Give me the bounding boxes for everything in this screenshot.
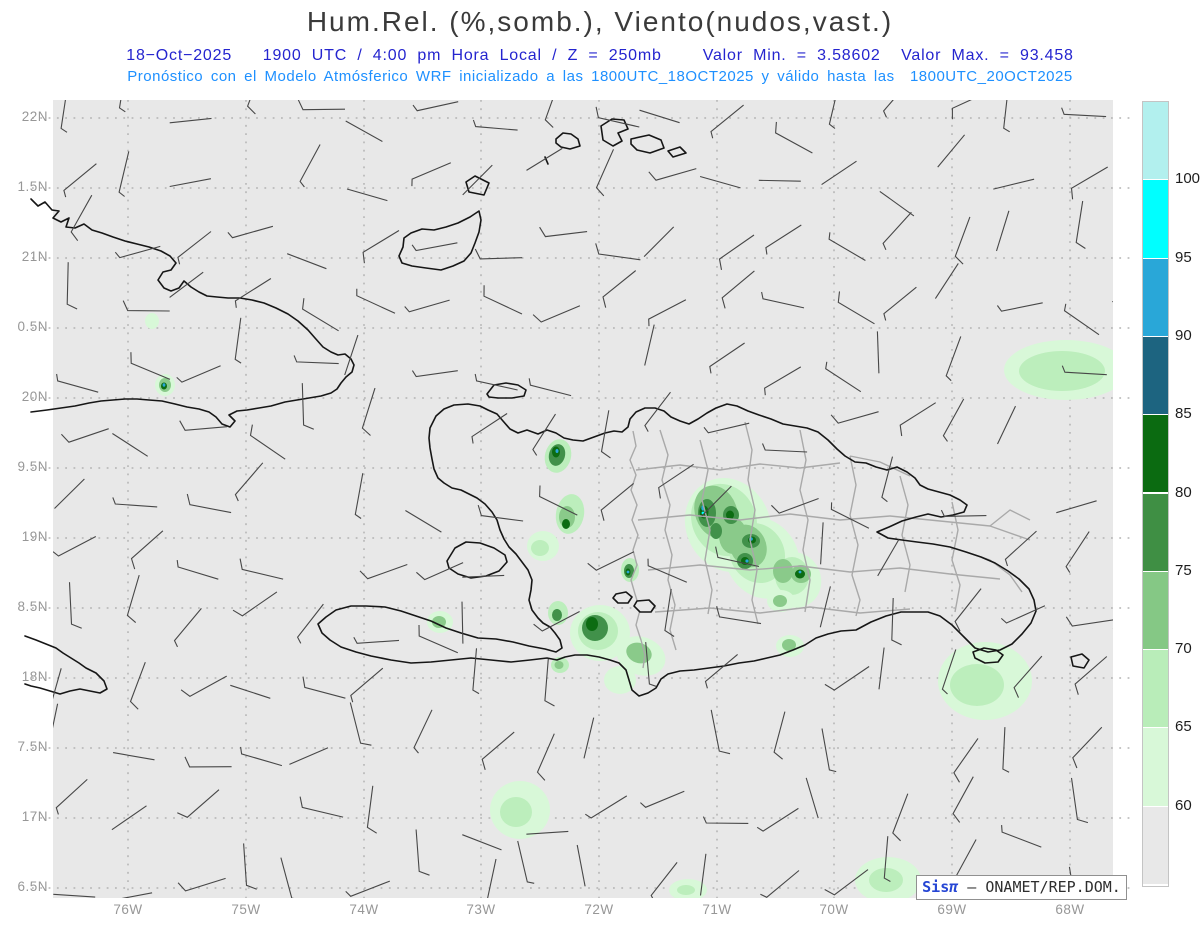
pi-logo: π xyxy=(949,878,959,896)
x-axis-label: 72W xyxy=(584,902,614,917)
colorbar-segment xyxy=(1143,493,1168,571)
colorbar-label: 85 xyxy=(1175,405,1192,423)
coast-jamaica xyxy=(24,635,108,695)
y-axis-label: 19N xyxy=(21,529,48,544)
colorbar-segment xyxy=(1143,102,1168,180)
colorbar-label: 75 xyxy=(1175,561,1192,579)
colorbar-label: 100 xyxy=(1175,170,1200,188)
credit-box: Sisπ – ONAMET/REP.DOM. xyxy=(916,875,1127,900)
coast-mayaguana xyxy=(555,132,581,150)
colorbar-label: 80 xyxy=(1175,483,1192,501)
colorbar-label: 65 xyxy=(1175,718,1192,736)
coast-caicos-2 xyxy=(630,134,665,154)
colorbar-label: 60 xyxy=(1175,796,1192,814)
lake-enriquillo xyxy=(633,599,656,613)
coastlines xyxy=(24,118,1090,697)
y-axis-label: 9.5N xyxy=(17,459,48,474)
y-axis-label: 8.5N xyxy=(17,599,48,614)
x-axis-label: 75W xyxy=(231,902,261,917)
colorbar-segment xyxy=(1143,258,1168,336)
sispi-brand: Sis xyxy=(922,878,950,896)
colorbar-segment xyxy=(1143,650,1168,728)
y-axis-label: 18N xyxy=(21,669,48,684)
coast-great-inagua xyxy=(398,210,482,271)
credit-org: – ONAMET/REP.DOM. xyxy=(958,878,1121,896)
x-axis-label: 68W xyxy=(1055,902,1085,917)
y-axis-label: 7.5N xyxy=(17,739,48,754)
coast-little-inagua xyxy=(465,175,490,196)
colorbar-segment xyxy=(1143,336,1168,415)
x-axis-label: 70W xyxy=(819,902,849,917)
coast-cuba xyxy=(30,198,355,428)
coast-caicos-3 xyxy=(667,146,687,158)
colorbar-label: 70 xyxy=(1175,640,1192,658)
subtitle-datetime-level: 18−Oct−2025 1900 UTC / 4:00 pm Hora Loca… xyxy=(126,47,1074,64)
y-axis-label: 22N xyxy=(21,109,48,124)
x-axis-label: 76W xyxy=(113,902,143,917)
colorbar-segment xyxy=(1143,728,1168,806)
coast-caicos-1 xyxy=(600,118,629,147)
map-background xyxy=(53,100,1113,898)
colorbar-segment xyxy=(1143,180,1168,258)
y-axis-label: 0.5N xyxy=(17,319,48,334)
y-axis-label: 20N xyxy=(21,389,48,404)
coast-mona-island xyxy=(1070,653,1090,669)
humidity-shading xyxy=(145,313,1113,898)
y-axis-label: 6.5N xyxy=(17,879,48,894)
colorbar-label: 90 xyxy=(1175,326,1192,344)
lake-azuei xyxy=(612,591,633,604)
coast-saona-island xyxy=(972,647,1004,664)
colorbar-segment xyxy=(1143,415,1168,493)
page-title: Hum.Rel. (%,somb.), Viento(nudos,vast.) xyxy=(306,6,894,37)
coast-gonave-island xyxy=(446,541,508,579)
coast-tortuga-island xyxy=(486,382,527,399)
border-haiti-dr xyxy=(629,430,646,669)
x-axis-label: 71W xyxy=(702,902,732,917)
x-axis-label: 74W xyxy=(349,902,379,917)
y-axis-label: 21N xyxy=(21,249,48,264)
coast-hispaniola xyxy=(317,403,1037,697)
x-axis-label: 69W xyxy=(937,902,967,917)
colorbar-segment xyxy=(1143,571,1168,650)
x-axis-label: 73W xyxy=(466,902,496,917)
humidity-colorbar xyxy=(1142,101,1169,887)
y-axis-label: 1.5N xyxy=(17,179,48,194)
wind-barbs xyxy=(53,100,1113,898)
colorbar-label: 95 xyxy=(1175,248,1192,266)
y-axis-label: 17N xyxy=(21,809,48,824)
province-borders xyxy=(629,421,1031,669)
colorbar-segment xyxy=(1143,806,1168,884)
subtitle-model-run: Pronóstico con el Modelo Atmósferico WRF… xyxy=(127,68,1073,85)
